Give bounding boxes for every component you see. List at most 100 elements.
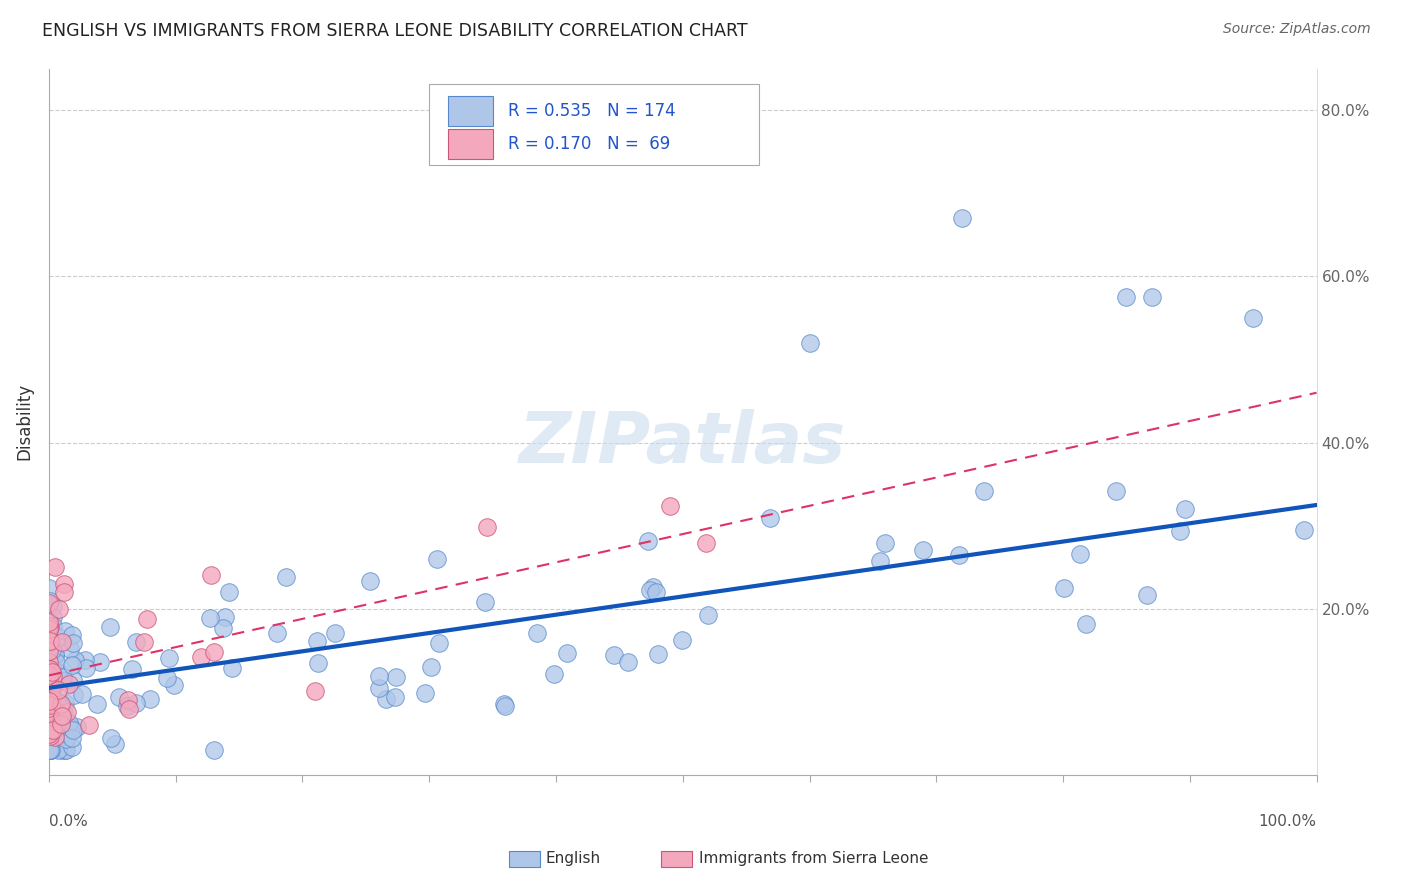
Point [139,692,162,706]
Point [51,635,73,649]
Point [73,653,96,667]
Point [49,698,72,712]
Point [38,727,60,741]
Point [214,610,236,624]
Point [41,712,63,726]
Point [38,661,60,675]
Point [38,645,60,659]
Point [49,716,72,731]
Point [38,596,60,610]
Point [869,554,891,568]
Point [38,681,60,696]
Point [38,632,60,647]
Point [41,679,63,693]
Point [44,648,66,663]
Point [1174,501,1197,516]
Point [1069,547,1091,561]
Point [108,690,131,705]
Text: ENGLISH VS IMMIGRANTS FROM SIERRA LEONE DISABILITY CORRELATION CHART: ENGLISH VS IMMIGRANTS FROM SIERRA LEONE … [42,22,748,40]
Point [475,519,498,533]
Point [41,674,63,689]
Point [41,599,63,613]
Point [212,621,235,635]
Point [45,693,67,707]
Point [39,638,62,652]
Point [60,739,83,754]
Point [39,686,62,700]
Point [39,636,62,650]
Point [426,551,449,566]
Point [38,622,60,636]
Point [367,669,389,683]
Point [38,731,60,746]
Point [38,657,60,671]
Point [38,619,60,633]
Point [59,721,82,735]
Point [86,697,108,711]
Point [643,580,665,594]
Point [38,698,60,712]
Point [873,536,896,550]
Point [41,692,63,706]
Point [62,723,84,737]
Point [39,703,62,717]
Point [38,729,60,743]
Point [39,681,62,695]
Point [39,656,62,670]
Point [375,691,398,706]
Point [1053,582,1076,596]
Point [526,625,548,640]
Point [60,658,83,673]
Point [474,595,496,609]
Point [89,655,111,669]
Point [38,615,60,629]
Point [63,688,86,702]
Point [39,743,62,757]
Point [543,666,565,681]
Point [38,662,60,676]
Point [38,743,60,757]
Point [52,670,75,684]
Point [39,697,62,711]
Point [41,681,63,696]
Point [38,645,60,659]
Point [38,655,60,669]
Point [38,705,60,719]
Point [38,675,60,690]
Point [1115,290,1137,304]
Point [38,662,60,676]
Point [62,673,84,687]
Point [65,653,87,667]
Point [38,672,60,686]
Point [53,624,76,639]
Point [304,683,326,698]
Point [38,645,60,659]
Point [41,683,63,698]
Point [38,711,60,725]
Point [59,641,82,656]
Point [72,687,94,701]
Point [647,647,669,661]
Point [38,668,60,682]
Point [48,743,70,757]
Point [38,692,60,706]
Point [38,666,60,681]
Point [38,683,60,698]
Point [38,581,60,595]
Point [218,585,240,599]
Point [124,635,146,649]
Point [104,737,127,751]
Point [38,700,60,714]
Point [38,665,60,679]
Point [204,644,226,658]
Point [39,698,62,713]
Point [38,634,60,648]
Point [41,610,63,624]
Point [51,743,73,757]
Point [42,723,65,737]
Point [38,681,60,695]
Point [38,689,60,703]
Point [38,700,60,714]
Point [121,662,143,676]
Point [38,676,60,690]
